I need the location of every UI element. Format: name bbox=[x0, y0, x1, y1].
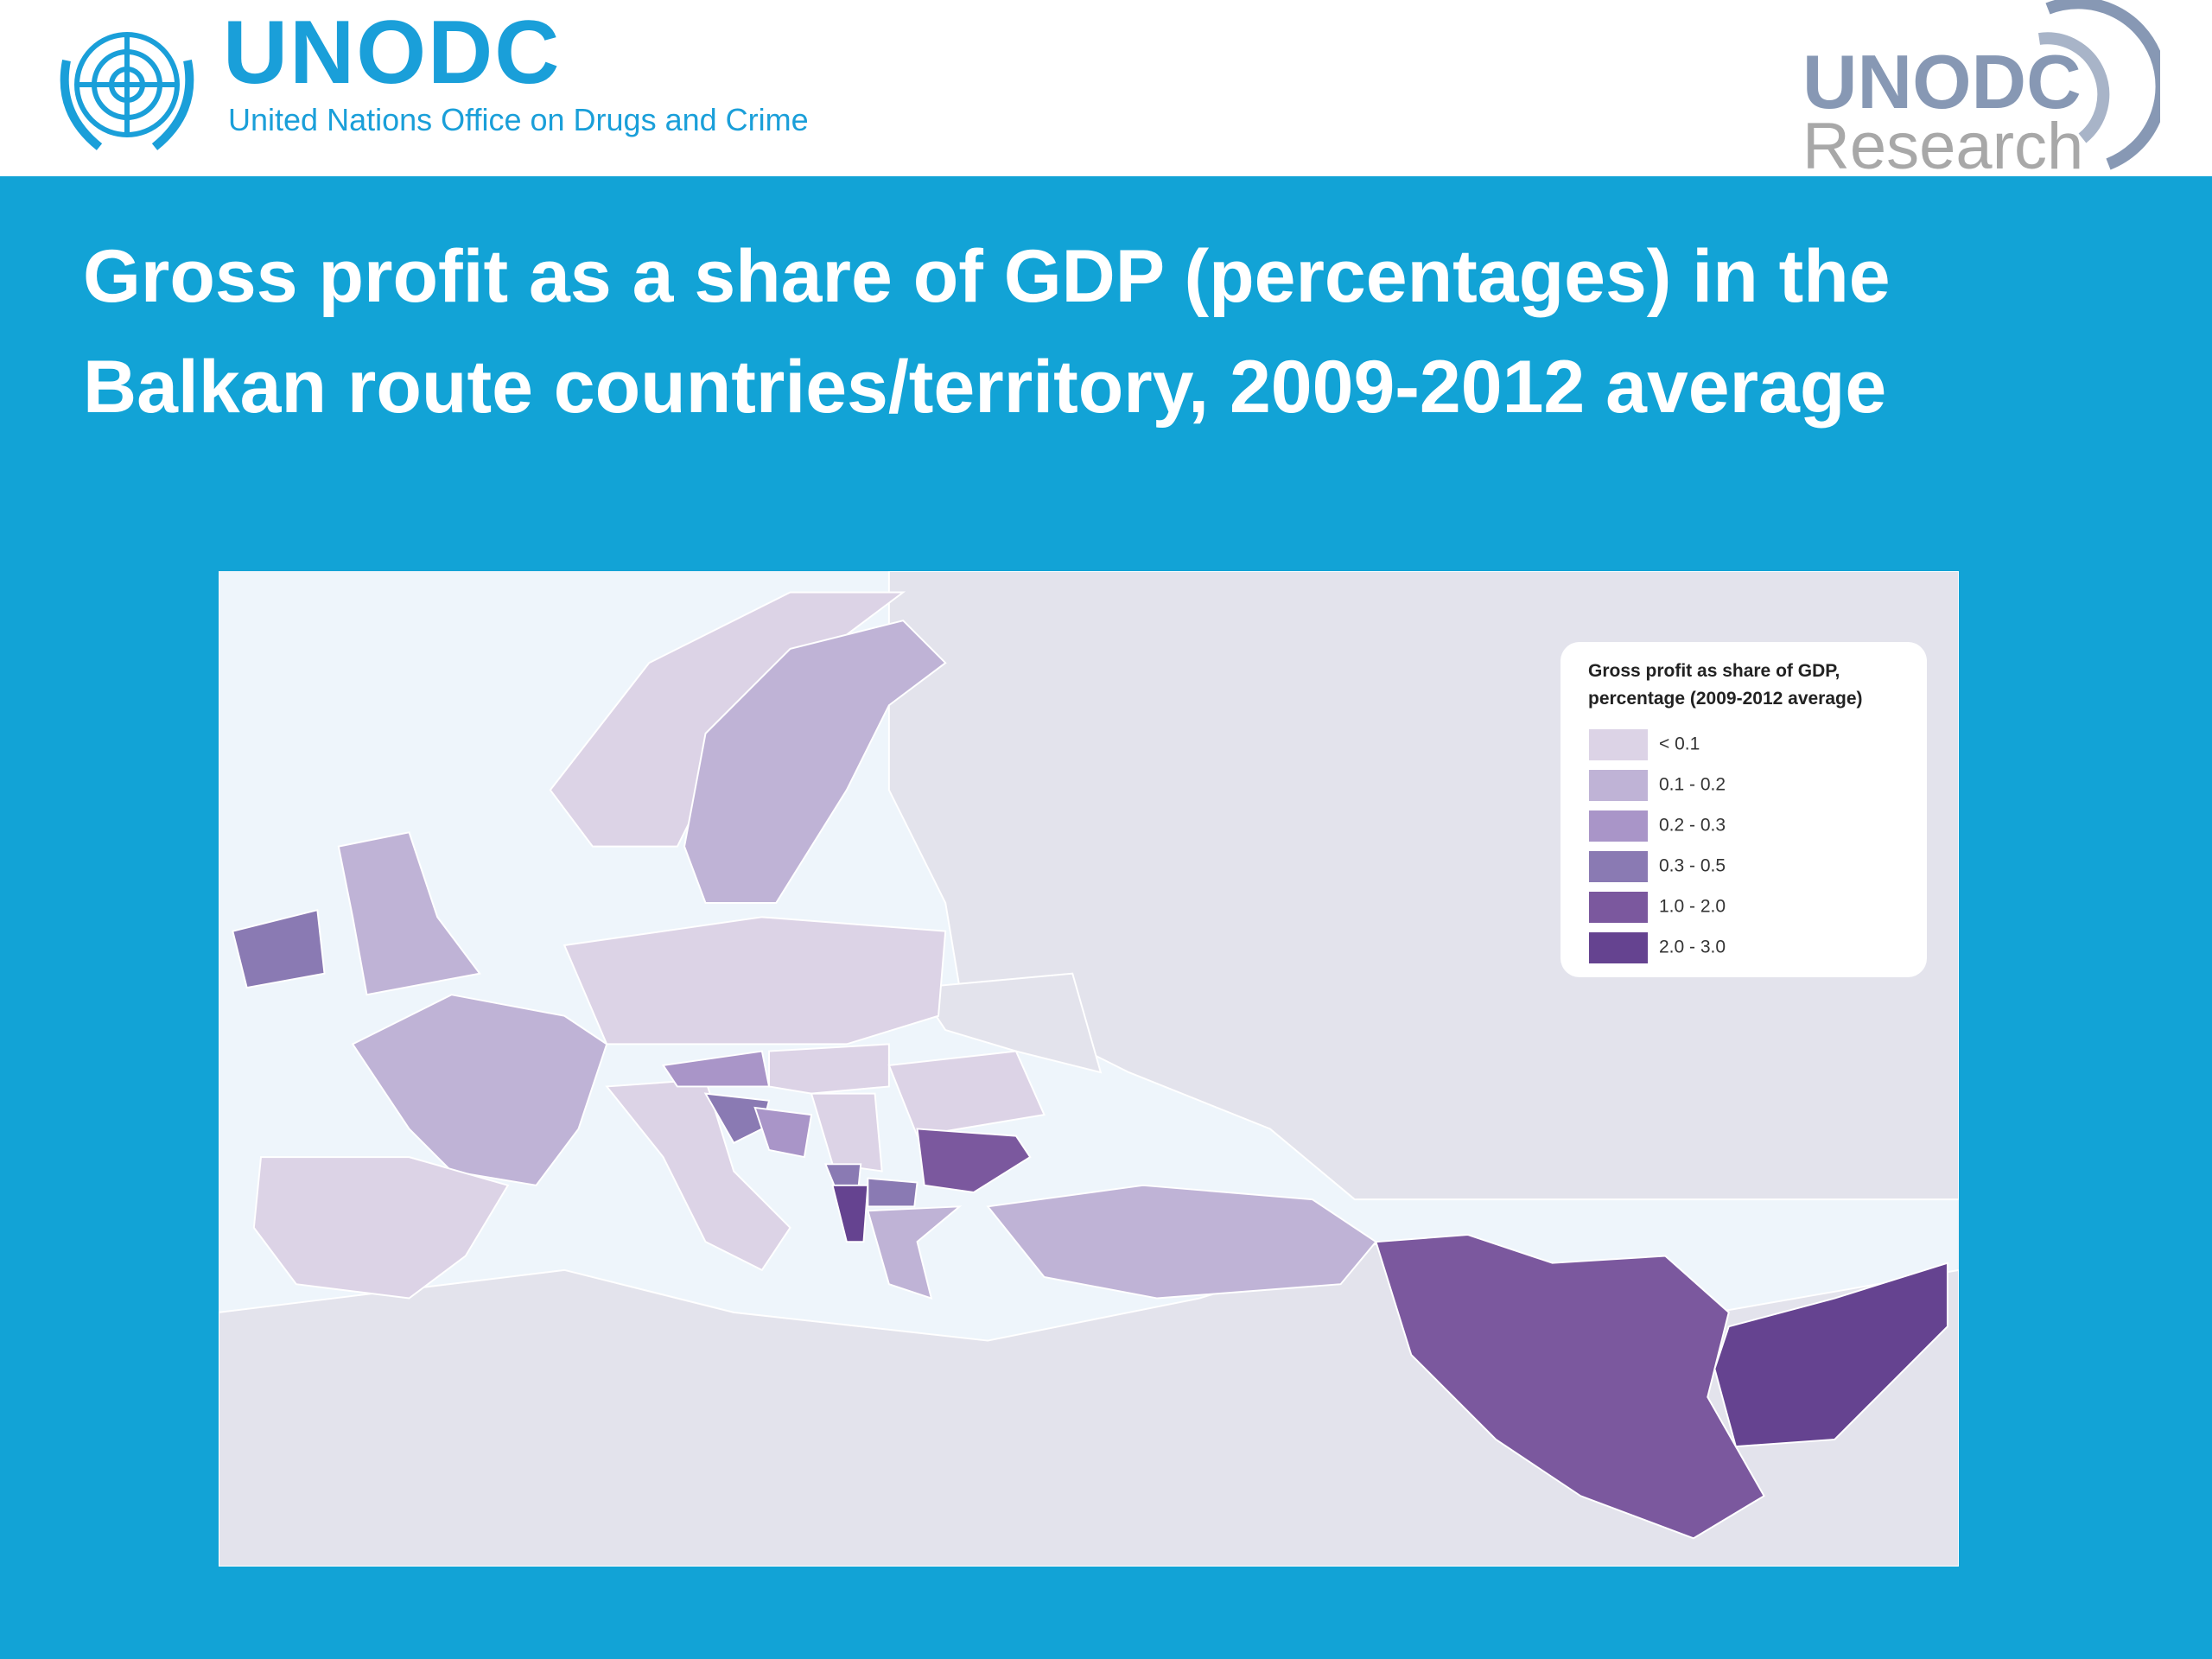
legend-swatch bbox=[1589, 770, 1648, 801]
legend-label: 0.2 - 0.3 bbox=[1659, 816, 1726, 836]
legend-label: 0.3 - 0.5 bbox=[1659, 856, 1726, 876]
logo-text: UNODC bbox=[223, 3, 562, 103]
logo-subtitle: United Nations Office on Drugs and Crime bbox=[228, 102, 809, 137]
slide-title: Gross profit as a share of GDP (percenta… bbox=[83, 235, 1891, 429]
country bbox=[337, 831, 481, 996]
legend-swatch bbox=[1589, 851, 1648, 882]
legend-label: 1.0 - 2.0 bbox=[1659, 897, 1726, 917]
country bbox=[887, 1050, 1046, 1137]
legend-label: 0.1 - 0.2 bbox=[1659, 775, 1726, 795]
un-emblem bbox=[60, 32, 194, 150]
legend-label: 2.0 - 3.0 bbox=[1659, 938, 1726, 957]
country bbox=[563, 916, 947, 1046]
country bbox=[867, 1205, 963, 1300]
legend-swatch bbox=[1589, 729, 1648, 760]
legend-title: percentage (2009-2012 average) bbox=[1588, 689, 1863, 709]
country bbox=[867, 1177, 918, 1208]
country bbox=[916, 1128, 1032, 1193]
country bbox=[1713, 1262, 1948, 1448]
country bbox=[768, 1043, 890, 1095]
country bbox=[351, 994, 608, 1186]
legend-swatch bbox=[1589, 892, 1648, 923]
research-logo-subtext: Research bbox=[1802, 110, 2084, 183]
country bbox=[252, 1156, 510, 1300]
research-logo-arcs bbox=[2038, 0, 2160, 170]
legend-swatch bbox=[1589, 810, 1648, 842]
country bbox=[232, 908, 326, 989]
country bbox=[831, 1184, 869, 1243]
legend-label: < 0.1 bbox=[1659, 734, 1700, 754]
country bbox=[753, 1106, 813, 1159]
country bbox=[986, 1184, 1377, 1300]
legend-box bbox=[1560, 642, 1927, 977]
land bbox=[915, 972, 1103, 1074]
country bbox=[810, 1092, 883, 1173]
country bbox=[683, 620, 947, 904]
legend-swatch bbox=[1589, 932, 1648, 963]
research-logo-text: UNODC bbox=[1802, 39, 2082, 124]
legend-title: Gross profit as share of GDP, bbox=[1588, 661, 1840, 681]
legend: Gross profit as share of GDP, percentage… bbox=[1560, 642, 1927, 977]
header: UNODC United Nations Office on Drugs and… bbox=[0, 0, 2212, 183]
